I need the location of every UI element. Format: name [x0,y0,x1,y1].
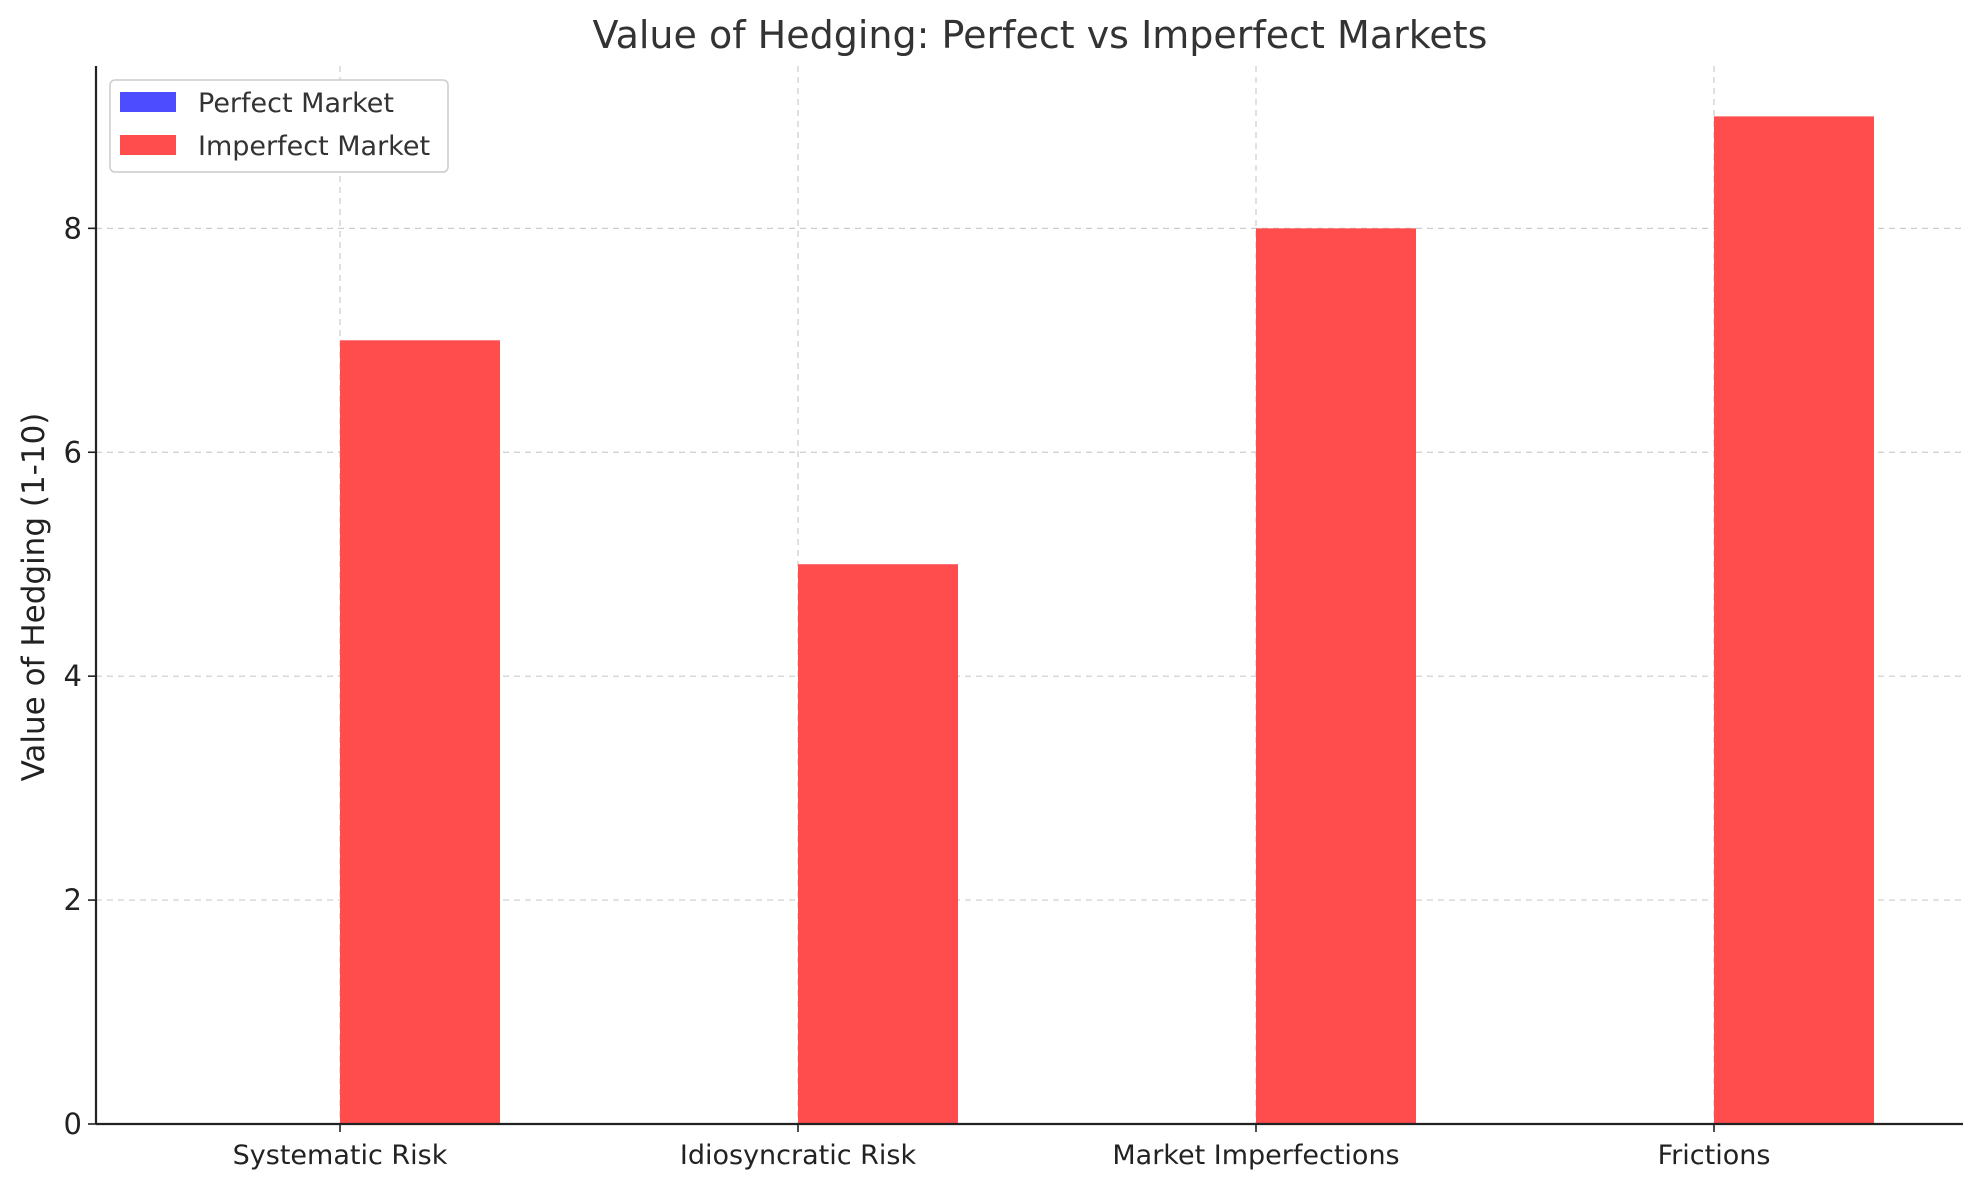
legend: Perfect Market Imperfect Market [109,79,449,173]
bar-imperfect-market [340,340,500,1125]
legend-label-imperfect-market: Imperfect Market [198,131,430,162]
legend-label-perfect-market: Perfect Market [198,88,394,119]
tick-labels: 0 2 4 6 8 Systematic Risk Idiosyncratic Risk Ma… [64,211,1771,1171]
bar-imperfect-market [1714,116,1874,1124]
x-tick-label: Systematic Risk [233,1140,448,1171]
bar-imperfect-market [1256,228,1416,1124]
x-tick-label: Frictions [1658,1140,1771,1171]
x-tick-label: Market Imperfections [1112,1140,1399,1171]
chart-title: Value of Hedging: Perfect vs Imperfect M… [593,13,1488,57]
y-tick-label: 8 [64,211,82,245]
x-tick-label: Idiosyncratic Risk [680,1140,917,1171]
bar-imperfect-market [798,564,958,1124]
y-tick-label: 2 [64,883,82,917]
y-tick-label: 6 [64,435,82,469]
bars [340,116,1874,1125]
y-axis-label: Value of Hedging (1-10) [16,413,52,782]
legend-swatch-imperfect-market [120,135,176,155]
legend-swatch-perfect-market [120,92,176,112]
y-tick-label: 4 [64,659,82,693]
legend-box [109,79,449,173]
y-tick-label: 0 [64,1107,82,1141]
